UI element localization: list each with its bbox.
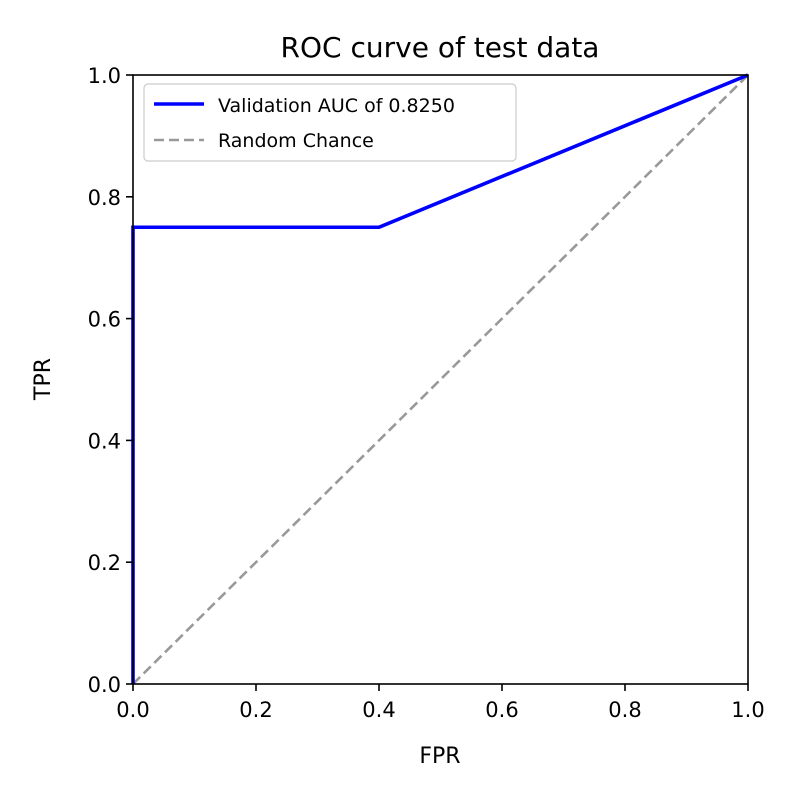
- series-line-random-chance: [132, 74, 749, 685]
- x-tick-label: 0.4: [362, 698, 395, 722]
- legend-label-random-chance: Random Chance: [218, 130, 374, 152]
- x-tick-label: 0.0: [116, 698, 149, 722]
- y-tick-label: 0.0: [88, 673, 121, 697]
- legend-box: [143, 83, 517, 162]
- y-axis-ticks: 0.0 0.2 0.4 0.6 0.8 1.0: [88, 64, 133, 697]
- y-tick-label: 0.6: [88, 308, 121, 332]
- y-tick-label: 0.4: [88, 429, 121, 453]
- x-axis-ticks: 0.0 0.2 0.4 0.6 0.8 1.0: [116, 684, 765, 722]
- plot-frame: [132, 74, 749, 685]
- legend: Validation AUC of 0.8250 Random Chance: [143, 83, 517, 162]
- x-tick-label: 0.8: [608, 698, 641, 722]
- chart-title: ROC curve of test data: [281, 31, 600, 64]
- y-axis-label: TPR: [31, 358, 56, 401]
- y-tick-label: 0.8: [88, 186, 121, 210]
- y-tick-label: 0.2: [88, 551, 121, 575]
- legend-label-validation: Validation AUC of 0.8250: [218, 95, 455, 117]
- y-tick-label: 1.0: [88, 64, 121, 88]
- x-tick-label: 0.2: [239, 698, 272, 722]
- x-tick-label: 1.0: [731, 698, 764, 722]
- x-axis-label: FPR: [419, 744, 460, 769]
- x-tick-label: 0.6: [485, 698, 518, 722]
